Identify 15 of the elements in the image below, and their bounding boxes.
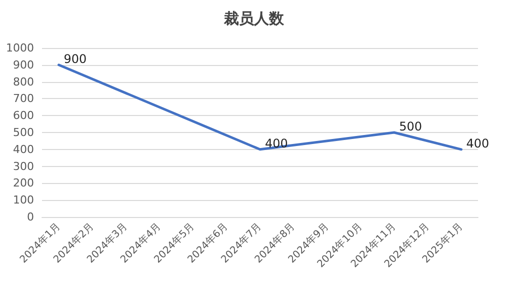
- y-tick-label: 100: [13, 194, 34, 207]
- data-label: 900: [64, 52, 87, 66]
- y-tick-label: 900: [13, 58, 34, 72]
- y-tick-label: 600: [13, 109, 34, 122]
- y-tick-label: 1000: [6, 42, 34, 54]
- y-tick-label: 0: [27, 210, 34, 224]
- y-tick-label: 700: [13, 92, 34, 106]
- data-label: 400: [466, 136, 490, 150]
- y-tick-label: 300: [13, 160, 34, 173]
- y-tick-label: 400: [13, 142, 34, 156]
- y-tick-label: 200: [13, 176, 34, 190]
- data-label: 500: [399, 120, 422, 134]
- chart-title: 裁员人数: [223, 10, 285, 28]
- y-tick-label: 800: [13, 75, 34, 88]
- y-tick-label: 500: [13, 126, 34, 139]
